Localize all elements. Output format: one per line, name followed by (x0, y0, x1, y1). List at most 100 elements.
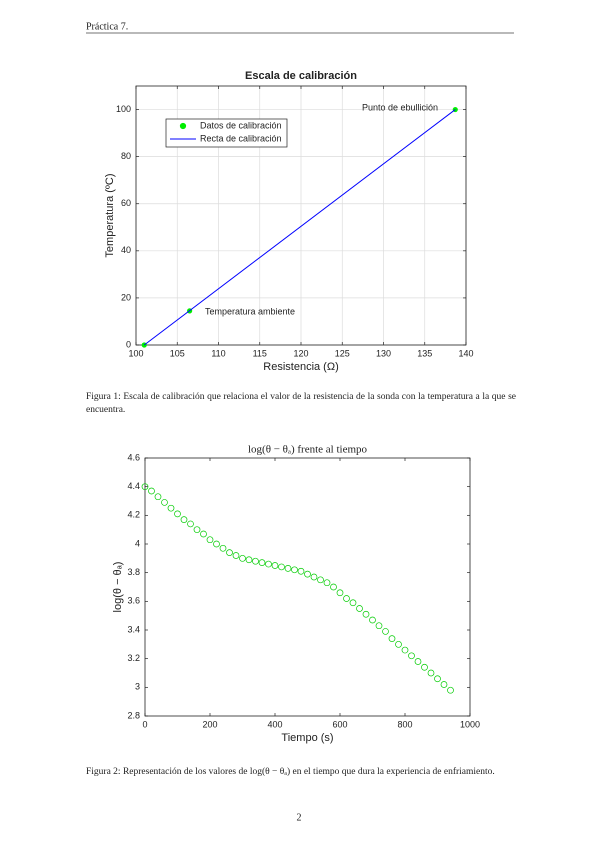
data-point (356, 605, 363, 612)
y-tick-label: 3.4 (127, 624, 140, 634)
data-point (161, 499, 168, 506)
data-point (369, 616, 376, 624)
x-axis-label: Resistencia (Ω) (263, 361, 338, 373)
data-point (226, 549, 233, 556)
data-point (388, 635, 396, 642)
data-point (193, 526, 201, 534)
data-point (401, 646, 409, 654)
data-point (271, 562, 279, 569)
data-point (414, 658, 422, 665)
data-point (245, 556, 253, 564)
data-point (265, 560, 272, 568)
x-axis-label: Tiempo (s) (281, 732, 333, 744)
x-tick-label: 120 (293, 348, 308, 358)
y-tick-label: 4.4 (127, 481, 140, 491)
annotation: Punto de ebullición (362, 102, 438, 112)
y-axis-label: log(θ − θₐ) (112, 562, 124, 613)
data-point (148, 487, 155, 495)
data-point (349, 599, 357, 607)
y-tick-label: 4 (135, 538, 140, 548)
chart-title: Escala de calibración (245, 70, 357, 82)
data-point (336, 589, 344, 597)
x-tick-label: 105 (170, 348, 185, 358)
x-tick-label: 400 (267, 719, 282, 729)
data-point (297, 567, 305, 575)
data-point (408, 652, 415, 660)
data-point (323, 579, 331, 587)
x-tick-label: 0 (142, 719, 147, 729)
data-point (141, 483, 149, 491)
data-point (434, 675, 441, 683)
annotation: Temperatura ambiente (205, 306, 295, 316)
data-point (310, 573, 318, 581)
x-tick-label: 800 (397, 719, 412, 729)
y-tick-label: 20 (121, 292, 131, 302)
plot-frame (135, 85, 467, 346)
data-point (382, 628, 389, 635)
data-point (440, 681, 448, 688)
y-tick-label: 60 (121, 198, 131, 208)
legend-swatch (179, 122, 187, 130)
y-axis-label: Temperatura (ºC) (104, 173, 116, 257)
chart-title: log(θ − θₐ) frente al tiempo (248, 444, 368, 456)
data-point (330, 583, 337, 591)
legend-box (165, 118, 288, 148)
x-tick-label: 130 (376, 348, 391, 358)
data-point (421, 663, 428, 671)
data-point (239, 554, 246, 562)
caption: Figura 2: Representación de los valores … (86, 767, 495, 777)
header: Práctica 7. (86, 21, 128, 32)
x-tick-label: 200 (202, 719, 217, 729)
data-point (258, 559, 266, 566)
data-point (284, 565, 292, 572)
x-tick-label: 1000 (460, 719, 480, 729)
data-point (180, 516, 188, 523)
y-tick-label: 4.2 (127, 510, 140, 520)
legend-label: Recta de calibración (200, 133, 282, 143)
y-tick-label: 0 (126, 339, 131, 349)
data-point (395, 640, 402, 648)
x-tick-label: 125 (335, 348, 350, 358)
y-tick-label: 100 (116, 104, 131, 114)
x-tick-label: 110 (211, 348, 225, 358)
y-tick-label: 3.6 (127, 596, 140, 606)
y-tick-label: 40 (121, 245, 131, 255)
data-point (278, 563, 285, 571)
x-tick-label: 140 (458, 348, 473, 358)
data-point (219, 544, 227, 552)
data-point (206, 536, 214, 544)
data-point (232, 552, 240, 559)
data-point (187, 520, 194, 528)
data-point (174, 510, 181, 518)
y-tick-label: 4.6 (127, 452, 140, 462)
x-tick-label: 115 (253, 348, 267, 358)
y-tick-label: 3.2 (127, 653, 140, 663)
y-tick-label: 3 (135, 682, 140, 692)
data-point (362, 610, 370, 618)
x-tick-label: 600 (332, 719, 347, 729)
data-point (447, 686, 454, 694)
data-point (252, 557, 259, 565)
plot-frame (144, 457, 471, 717)
data-point (427, 669, 435, 677)
data-point (343, 595, 350, 602)
data-point (154, 493, 162, 501)
data-point (213, 540, 220, 548)
data-point (317, 576, 324, 584)
x-tick-label: 135 (417, 348, 432, 358)
page-number: 2 (297, 812, 302, 823)
series-line (143, 109, 456, 346)
data-point (200, 530, 207, 538)
data-point (167, 504, 175, 512)
data-point (291, 566, 298, 574)
y-tick-label: 80 (121, 151, 131, 161)
caption: Figura 1: Escala de calibración que rela… (86, 392, 516, 415)
y-tick-label: 2.8 (127, 710, 140, 720)
legend-label: Datos de calibración (200, 120, 282, 130)
data-point (304, 570, 311, 578)
data-point (375, 622, 383, 630)
plot-area (145, 458, 470, 716)
x-tick-label: 100 (128, 348, 143, 358)
